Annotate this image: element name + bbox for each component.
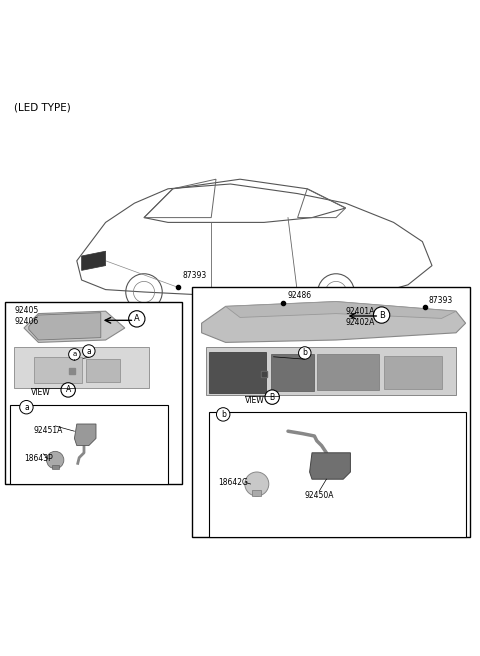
- Circle shape: [373, 307, 390, 323]
- Text: 92405
92406: 92405 92406: [14, 306, 39, 327]
- Bar: [384, 356, 442, 390]
- Text: 92486: 92486: [287, 291, 311, 300]
- FancyBboxPatch shape: [5, 302, 182, 484]
- Text: (LED TYPE): (LED TYPE): [14, 102, 71, 112]
- Text: VIEW: VIEW: [31, 388, 51, 398]
- Bar: [34, 357, 82, 383]
- Bar: [317, 354, 379, 390]
- Text: VIEW: VIEW: [245, 396, 264, 405]
- FancyBboxPatch shape: [209, 412, 466, 537]
- Polygon shape: [29, 313, 101, 340]
- Polygon shape: [202, 302, 466, 342]
- Circle shape: [69, 348, 80, 360]
- Circle shape: [245, 472, 269, 496]
- Polygon shape: [82, 251, 106, 270]
- Text: B: B: [379, 310, 384, 319]
- Polygon shape: [310, 453, 350, 479]
- FancyBboxPatch shape: [10, 405, 168, 484]
- FancyBboxPatch shape: [206, 347, 456, 395]
- Polygon shape: [74, 424, 96, 445]
- FancyBboxPatch shape: [192, 287, 470, 537]
- Text: 92450A: 92450A: [305, 491, 334, 500]
- Text: 18643P: 18643P: [24, 454, 53, 462]
- Circle shape: [83, 345, 95, 358]
- Text: 92451A: 92451A: [34, 426, 63, 435]
- Bar: [86, 359, 120, 382]
- Bar: [252, 490, 261, 496]
- Text: A: A: [66, 386, 71, 394]
- Circle shape: [216, 407, 230, 421]
- Circle shape: [129, 311, 145, 327]
- Circle shape: [265, 390, 279, 404]
- Text: a: a: [24, 403, 29, 412]
- Text: b: b: [302, 348, 307, 358]
- Bar: [52, 465, 59, 468]
- Text: 87393: 87393: [182, 271, 207, 280]
- Text: B: B: [270, 393, 275, 401]
- Polygon shape: [226, 302, 456, 318]
- Text: a: a: [72, 352, 76, 358]
- Circle shape: [20, 400, 33, 414]
- Circle shape: [47, 451, 64, 468]
- Bar: [209, 352, 266, 393]
- Polygon shape: [24, 311, 125, 342]
- Text: a: a: [86, 346, 91, 356]
- Text: A: A: [134, 314, 140, 323]
- Bar: [271, 354, 314, 392]
- Text: 18642G: 18642G: [218, 478, 248, 487]
- Text: b: b: [221, 410, 226, 419]
- Circle shape: [299, 347, 311, 359]
- FancyBboxPatch shape: [14, 347, 149, 388]
- Circle shape: [61, 382, 75, 397]
- Text: 87393: 87393: [429, 296, 453, 305]
- Text: 92401A
92402A: 92401A 92402A: [346, 308, 375, 327]
